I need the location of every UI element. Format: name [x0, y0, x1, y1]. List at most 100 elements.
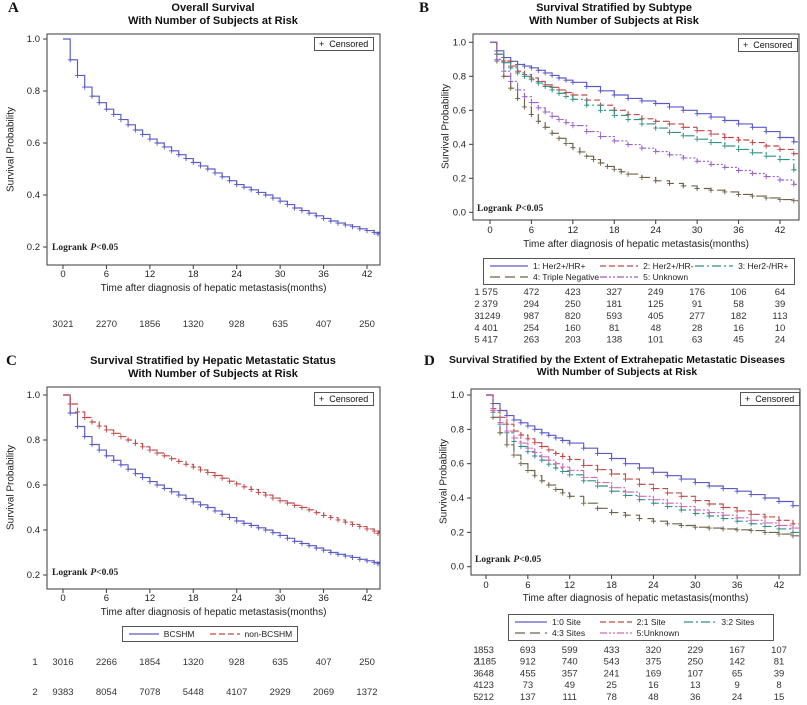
svg-text:277: 277 — [689, 311, 705, 322]
svg-text:853: 853 — [478, 645, 494, 656]
svg-text:928: 928 — [229, 657, 245, 668]
svg-text:25: 25 — [606, 680, 617, 691]
svg-text:250: 250 — [359, 657, 375, 668]
svg-text:0.0: 0.0 — [453, 207, 466, 218]
svg-text:599: 599 — [562, 645, 578, 656]
legend-item: 3:2 Sites — [683, 617, 768, 627]
svg-text:181: 181 — [606, 299, 622, 310]
svg-text:106: 106 — [731, 287, 747, 298]
svg-text:0.6: 0.6 — [453, 105, 466, 116]
svg-text:123: 123 — [478, 680, 494, 691]
svg-text:1856: 1856 — [139, 319, 160, 330]
svg-text:0.8: 0.8 — [453, 71, 466, 82]
svg-text:0.4: 0.4 — [451, 493, 464, 504]
svg-text:36: 36 — [733, 225, 744, 236]
svg-text:693: 693 — [520, 645, 536, 656]
x-axis-label: Time after diagnosis of hepatic metastas… — [523, 239, 749, 250]
svg-text:64: 64 — [775, 287, 786, 298]
svg-text:182: 182 — [731, 311, 747, 322]
svg-text:575: 575 — [482, 287, 498, 298]
svg-text:987: 987 — [523, 311, 539, 322]
svg-text:635: 635 — [272, 319, 288, 330]
svg-text:327: 327 — [606, 287, 622, 298]
legend-line-swatch — [209, 633, 240, 635]
svg-text:249: 249 — [648, 287, 664, 298]
svg-text:18: 18 — [188, 269, 199, 280]
svg-text:18: 18 — [606, 580, 617, 591]
panel-survival-by-extrahepatic-extent: 1.0 0.8 0.6 0.4 0.2 0.0 0 6 12 18 24 30 36 42 1 853 693 5… — [404, 353, 807, 705]
panel-letter-d: D — [424, 353, 435, 369]
title-line-1: Survival Stratified by Hepatic Metastati… — [90, 355, 336, 367]
svg-text:1320: 1320 — [183, 657, 204, 668]
panel-letter-b: B — [419, 0, 430, 16]
legend-line-swatch — [515, 621, 547, 623]
svg-text:4: 4 — [473, 680, 478, 691]
censored-label: Censored — [329, 394, 369, 404]
svg-text:0.2: 0.2 — [27, 242, 40, 253]
svg-text:405: 405 — [648, 311, 664, 322]
svg-text:45: 45 — [733, 335, 744, 346]
svg-text:4: 4 — [474, 323, 479, 334]
svg-text:2266: 2266 — [96, 657, 117, 668]
panel-survival-by-subtype: 1.0 0.8 0.6 0.4 0.2 0.0 0 6 12 18 24 30 36 42 1 575 472 4… — [404, 0, 807, 352]
svg-text:48: 48 — [648, 692, 659, 703]
svg-text:36: 36 — [318, 593, 329, 604]
legend-item: 2: Her2+/HR- — [599, 261, 694, 271]
km-plot-b: 1.00.80.60.40.20.00 6 12 18 24 30 36 421 575 472 4… — [453, 33, 800, 346]
legend-line-swatch — [695, 265, 734, 267]
svg-text:12: 12 — [568, 225, 579, 236]
legend-item-label: 4:3 Sites — [552, 628, 586, 638]
svg-text:18: 18 — [609, 225, 620, 236]
svg-text:472: 472 — [523, 287, 539, 298]
km-plot-a: 1.0 0.8 0.6 0.4 0.2 0 6 12 18 24 30 36 42 3021 2270 185… — [27, 33, 381, 330]
title-line-1: Survival Stratified by Subtype — [536, 2, 692, 14]
svg-text:1320: 1320 — [183, 319, 204, 330]
censored-legend-box: + Censored — [314, 392, 375, 406]
y-axis-label: Survival Probability — [5, 106, 17, 193]
svg-text:648: 648 — [478, 668, 494, 679]
svg-text:48: 48 — [650, 323, 661, 334]
svg-text:0.8: 0.8 — [451, 424, 464, 435]
svg-text:6: 6 — [104, 269, 109, 280]
svg-text:15: 15 — [774, 692, 785, 703]
svg-text:417: 417 — [482, 335, 498, 346]
svg-text:241: 241 — [604, 668, 620, 679]
svg-text:39: 39 — [774, 668, 785, 679]
panel-title-b: Survival Stratified by Subtype With Numb… — [444, 2, 784, 28]
censored-legend-box: + Censored — [740, 392, 801, 406]
svg-text:81: 81 — [609, 323, 620, 334]
svg-text:3: 3 — [473, 668, 478, 679]
svg-text:1: 1 — [32, 657, 37, 668]
legend-item: 1: Her2+/HR+ — [489, 261, 599, 271]
svg-text:2069: 2069 — [313, 687, 334, 698]
svg-text:912: 912 — [520, 657, 536, 668]
legend-line-swatch — [515, 632, 547, 634]
title-line-2: With Number of Subjects at Risk — [128, 367, 298, 380]
svg-text:12: 12 — [145, 269, 156, 280]
svg-text:0.2: 0.2 — [27, 570, 40, 581]
svg-text:1249: 1249 — [479, 311, 500, 322]
y-axis-label: Survival Probability — [438, 438, 450, 525]
panel-letter-a: A — [8, 0, 19, 16]
x-axis-label: Time after diagnosis of hepatic metastas… — [100, 607, 327, 618]
km-plot-d: 1.00.80.60.40.20.00 6 12 18 24 30 36 421 853 693 5… — [451, 388, 801, 703]
svg-text:12: 12 — [564, 580, 575, 591]
svg-text:254: 254 — [523, 323, 539, 334]
svg-text:24: 24 — [231, 269, 242, 280]
legend-item: 4: Triple Negative — [489, 272, 599, 282]
svg-text:543: 543 — [604, 657, 620, 668]
svg-text:36: 36 — [690, 692, 701, 703]
km-plot-c: 1.0 0.8 0.6 0.4 0.2 0 6 12 18 24 30 36 42 1 3016 2266 18… — [27, 386, 381, 698]
svg-text:6: 6 — [104, 593, 109, 604]
svg-text:42: 42 — [362, 593, 373, 604]
y-axis-label: Survival Probability — [440, 83, 452, 170]
plus-censor-icon: + — [319, 39, 325, 49]
plus-censor-icon: + — [743, 40, 749, 50]
svg-text:407: 407 — [316, 657, 332, 668]
svg-text:1: 1 — [474, 287, 479, 298]
svg-text:111: 111 — [562, 692, 576, 703]
svg-text:0.6: 0.6 — [27, 480, 40, 491]
svg-text:250: 250 — [359, 319, 375, 330]
legend-item-label: BCSHM — [163, 629, 195, 639]
legend-line-swatch — [684, 621, 717, 623]
